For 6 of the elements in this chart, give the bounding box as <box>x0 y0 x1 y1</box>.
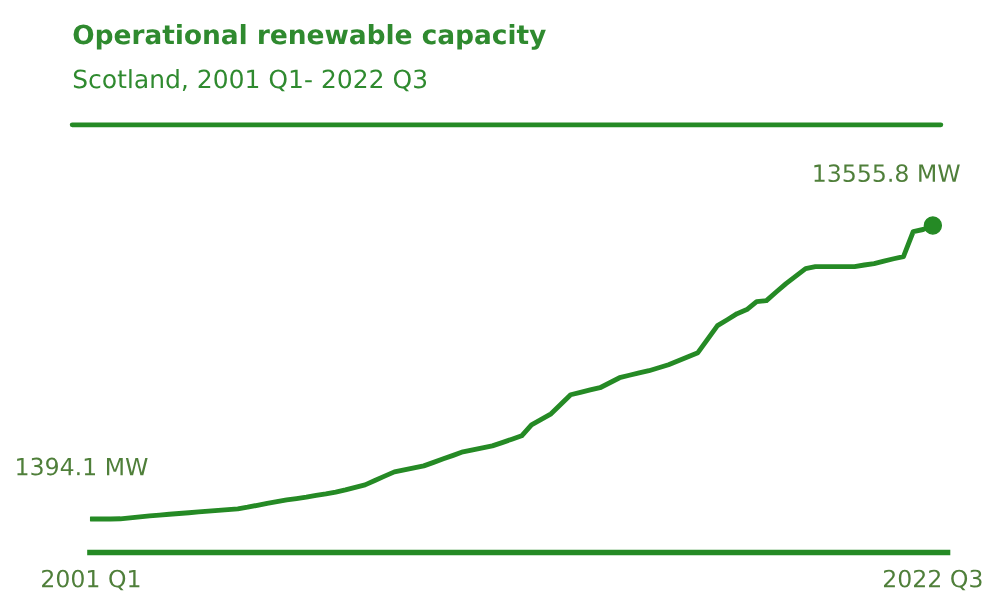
chart-title: Operational renewable capacity <box>73 24 546 50</box>
data-label: 13555.8 MW <box>814 164 960 183</box>
x-tick-label: 2001 Q1 <box>42 569 140 591</box>
data-label: 1394.1 MW <box>17 457 148 476</box>
chart-subtitle: Scotland, 2001 Q1- 2022 Q3 <box>73 69 427 92</box>
x-tick-label: 2022 Q3 <box>883 569 982 591</box>
